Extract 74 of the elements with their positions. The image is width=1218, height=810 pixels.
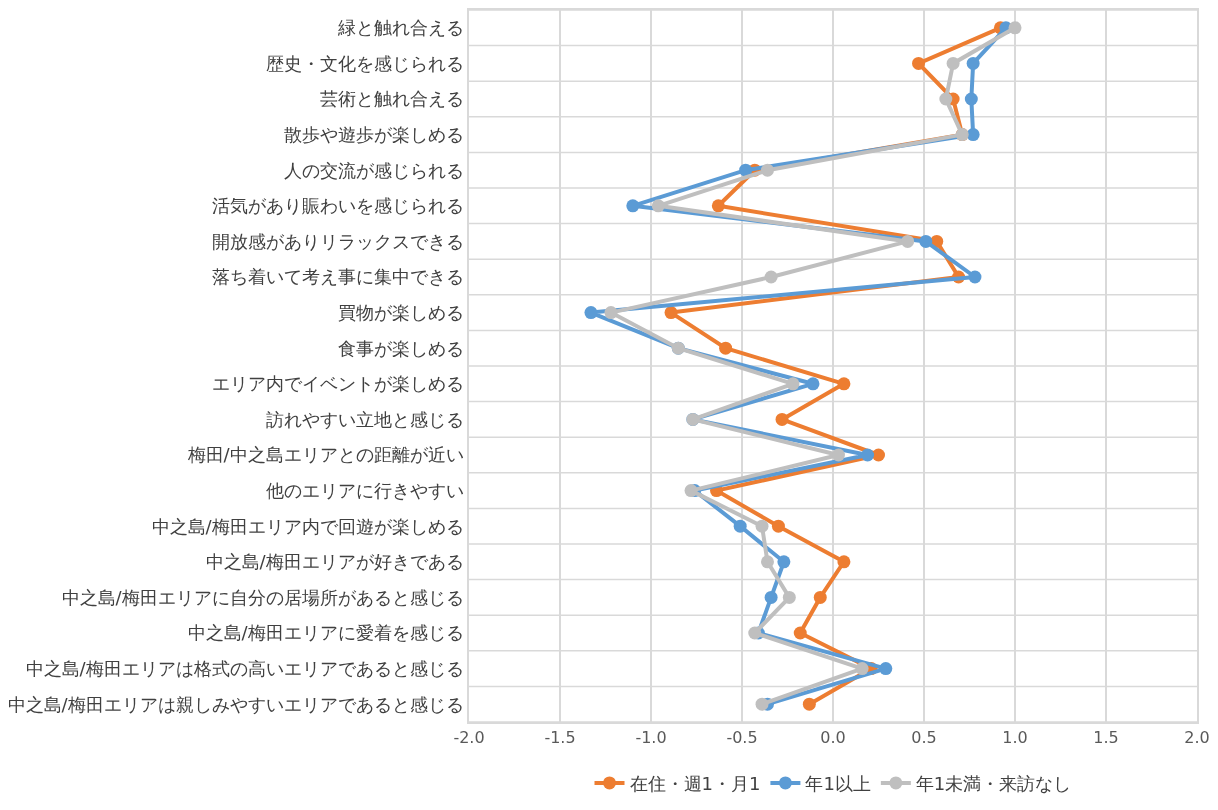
point [964,92,978,106]
point [739,163,753,177]
point [651,199,665,213]
point [626,199,640,213]
y-tick-label: 緑と触れ合える [336,17,464,39]
point [855,662,869,676]
point [755,697,769,711]
y-tick-label: 歴史・文化を感じられる [265,52,464,74]
point [813,590,827,604]
point [786,377,800,391]
point [764,270,778,284]
point [966,56,980,70]
y-tick-label: 活気があり賑わいを感じられる [211,195,464,217]
x-tick-label: -1.0 [635,727,667,747]
point [684,484,698,498]
point [760,555,774,569]
point [711,199,725,213]
point [879,662,893,676]
point [806,377,820,391]
y-tick-label: 落ち着いて考え事に集中できる [211,266,464,288]
point [604,306,618,320]
point [966,128,980,142]
y-tick-label: 買物が楽しめる [337,301,464,323]
y-tick-label: 食事が楽しめる [337,337,464,359]
point [764,590,778,604]
point [782,590,796,604]
point [719,341,733,355]
point [755,519,769,533]
y-tick-label: 人の交流が感じられる [283,159,464,181]
y-tick-label: 中之島/梅田エリアに自分の居場所があると感じる [61,586,464,608]
y-tick-label: 中之島/梅田エリアに愛着を感じる [187,622,464,644]
x-tick-label: -0.5 [726,727,758,747]
point [837,555,851,569]
x-tick-label: 1.5 [1093,727,1119,747]
point [1008,21,1022,35]
y-tick-label: 訪れやすい立地と感じる [265,408,464,430]
y-tick-label: 中之島/梅田エリア内で回遊が楽しめる [151,515,464,537]
x-tick-label: -1.5 [544,727,576,747]
y-tick-label: エリア内でイベントが楽しめる [211,373,464,395]
x-tick-label: 0.0 [820,727,846,747]
legend-label: 年1未満・来訪なし [915,772,1072,794]
point [760,163,774,177]
y-tick-label: 中之島/梅田エリアは格式の高いエリアであると感じる [25,657,464,679]
point [733,519,747,533]
point [777,555,791,569]
legend-label: 在住・週1・月1 [629,772,761,794]
point [919,234,933,248]
legend-label: 年1以上 [805,772,871,794]
y-tick-label: 芸術と触れ合える [319,88,464,110]
point [802,697,816,711]
y-tick-label: 中之島/梅田エリアは親しみやすいエリアであると感じる [7,693,464,715]
point [861,448,875,462]
point [968,270,982,284]
point [664,306,678,320]
x-tick-label: 0.5 [911,727,937,747]
y-tick-label: 開放感がありリラックスできる [211,230,464,252]
point [901,234,915,248]
y-tick-label: 他のエリアに行きやすい [265,479,464,501]
y-tick-label: 中之島/梅田エリアが好きである [205,551,464,573]
point [837,377,851,391]
x-tick-label: 1.0 [1002,727,1028,747]
y-tick-label: 散歩や遊歩が楽しめる [283,123,464,145]
point [912,56,926,70]
point [771,519,785,533]
x-tick-label: 2.0 [1184,727,1210,747]
point [831,448,845,462]
point [775,412,789,426]
y-tick-label: 梅田/中之島エリアとの距離が近い [186,444,464,466]
point [872,448,885,462]
point [946,56,960,70]
x-tick-label: -2.0 [453,727,485,747]
point [584,306,598,320]
point [793,626,807,640]
point [939,92,953,106]
